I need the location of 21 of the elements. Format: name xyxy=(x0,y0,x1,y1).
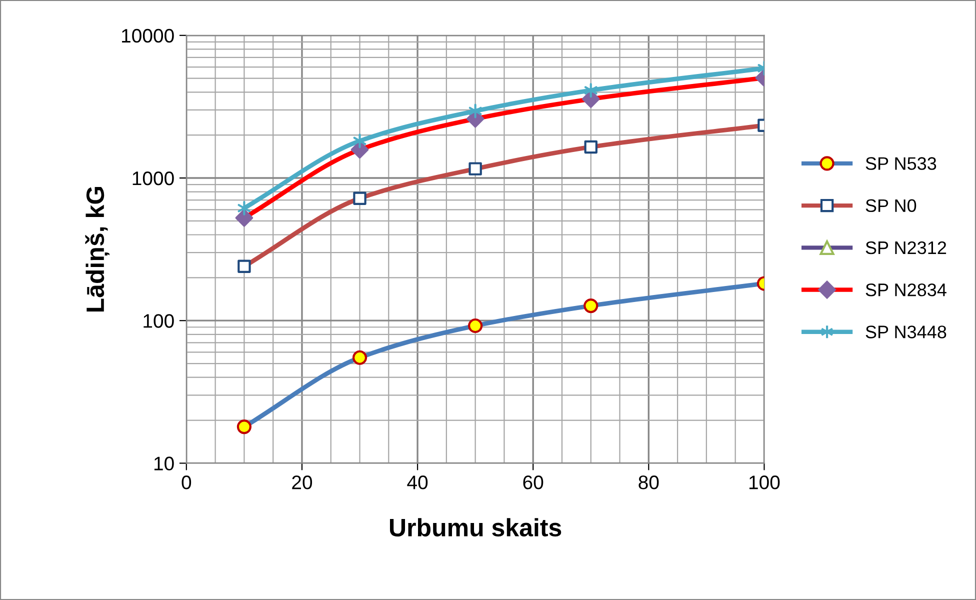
x-tick-label: 20 xyxy=(292,476,312,490)
point xyxy=(584,83,598,98)
legend-label: SP N0 xyxy=(866,199,916,212)
y-tick-label: 1000 xyxy=(132,171,174,186)
legend-label: SP N3448 xyxy=(866,326,946,338)
x-tick-label: 100 xyxy=(749,476,780,490)
y-tick-label: 10000 xyxy=(122,28,174,43)
point xyxy=(353,134,366,148)
x-tick-label: 60 xyxy=(523,476,544,490)
x-tick-label: 40 xyxy=(407,476,428,490)
point xyxy=(468,104,482,118)
y-tick-label: 100 xyxy=(144,314,174,328)
legend-label: SP N2312 xyxy=(866,241,946,254)
y-axis-title: Lādiņš, kG xyxy=(85,186,110,312)
legend-label: SP N2834 xyxy=(866,283,946,296)
x-tick-label: 80 xyxy=(638,476,659,490)
x-axis-title: Urbumu skaits xyxy=(390,518,562,536)
legend-label: SP N533 xyxy=(866,157,936,170)
y-tick-label: 10 xyxy=(154,456,174,470)
x-tick-label: 0 xyxy=(182,476,192,490)
point xyxy=(238,200,251,216)
